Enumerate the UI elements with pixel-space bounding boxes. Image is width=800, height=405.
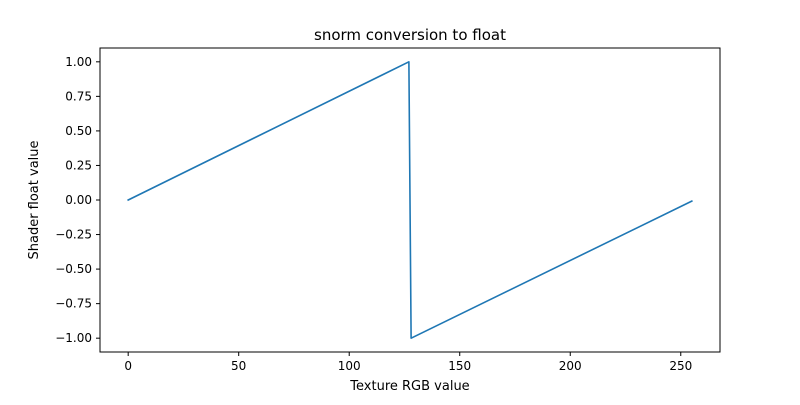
x-tick-label: 250 (669, 359, 692, 373)
x-tick-label: 150 (448, 359, 471, 373)
series-layer (127, 61, 693, 339)
x-tick-label: 50 (231, 359, 246, 373)
y-tick-label: 0.00 (65, 193, 92, 207)
series-line-0 (127, 61, 693, 339)
y-axis: −1.00 −0.75 −0.50 −0.25 0.00 0.25 0.50 0.75 1.00 (55, 55, 100, 345)
chart-title: snorm conversion to float (314, 26, 506, 44)
y-tick-label: −0.75 (55, 297, 92, 311)
y-tick-label: 0.50 (65, 124, 92, 138)
x-tick-label: 100 (338, 359, 361, 373)
y-tick-label: −0.50 (55, 262, 92, 276)
y-tick-label: 0.75 (65, 89, 92, 103)
x-tick-label: 200 (559, 359, 582, 373)
y-tick-label: 0.25 (65, 158, 92, 172)
plot-frame (99, 47, 721, 353)
x-axis-label: Texture RGB value (349, 379, 469, 394)
x-axis: 0 50 100 150 200 250 (124, 352, 692, 373)
y-tick-label: −1.00 (55, 331, 92, 345)
x-tick-label: 0 (124, 359, 132, 373)
y-tick-label: 1.00 (65, 55, 92, 69)
y-tick-label: −0.25 (55, 228, 92, 242)
y-axis-label: Shader float value (27, 140, 42, 259)
